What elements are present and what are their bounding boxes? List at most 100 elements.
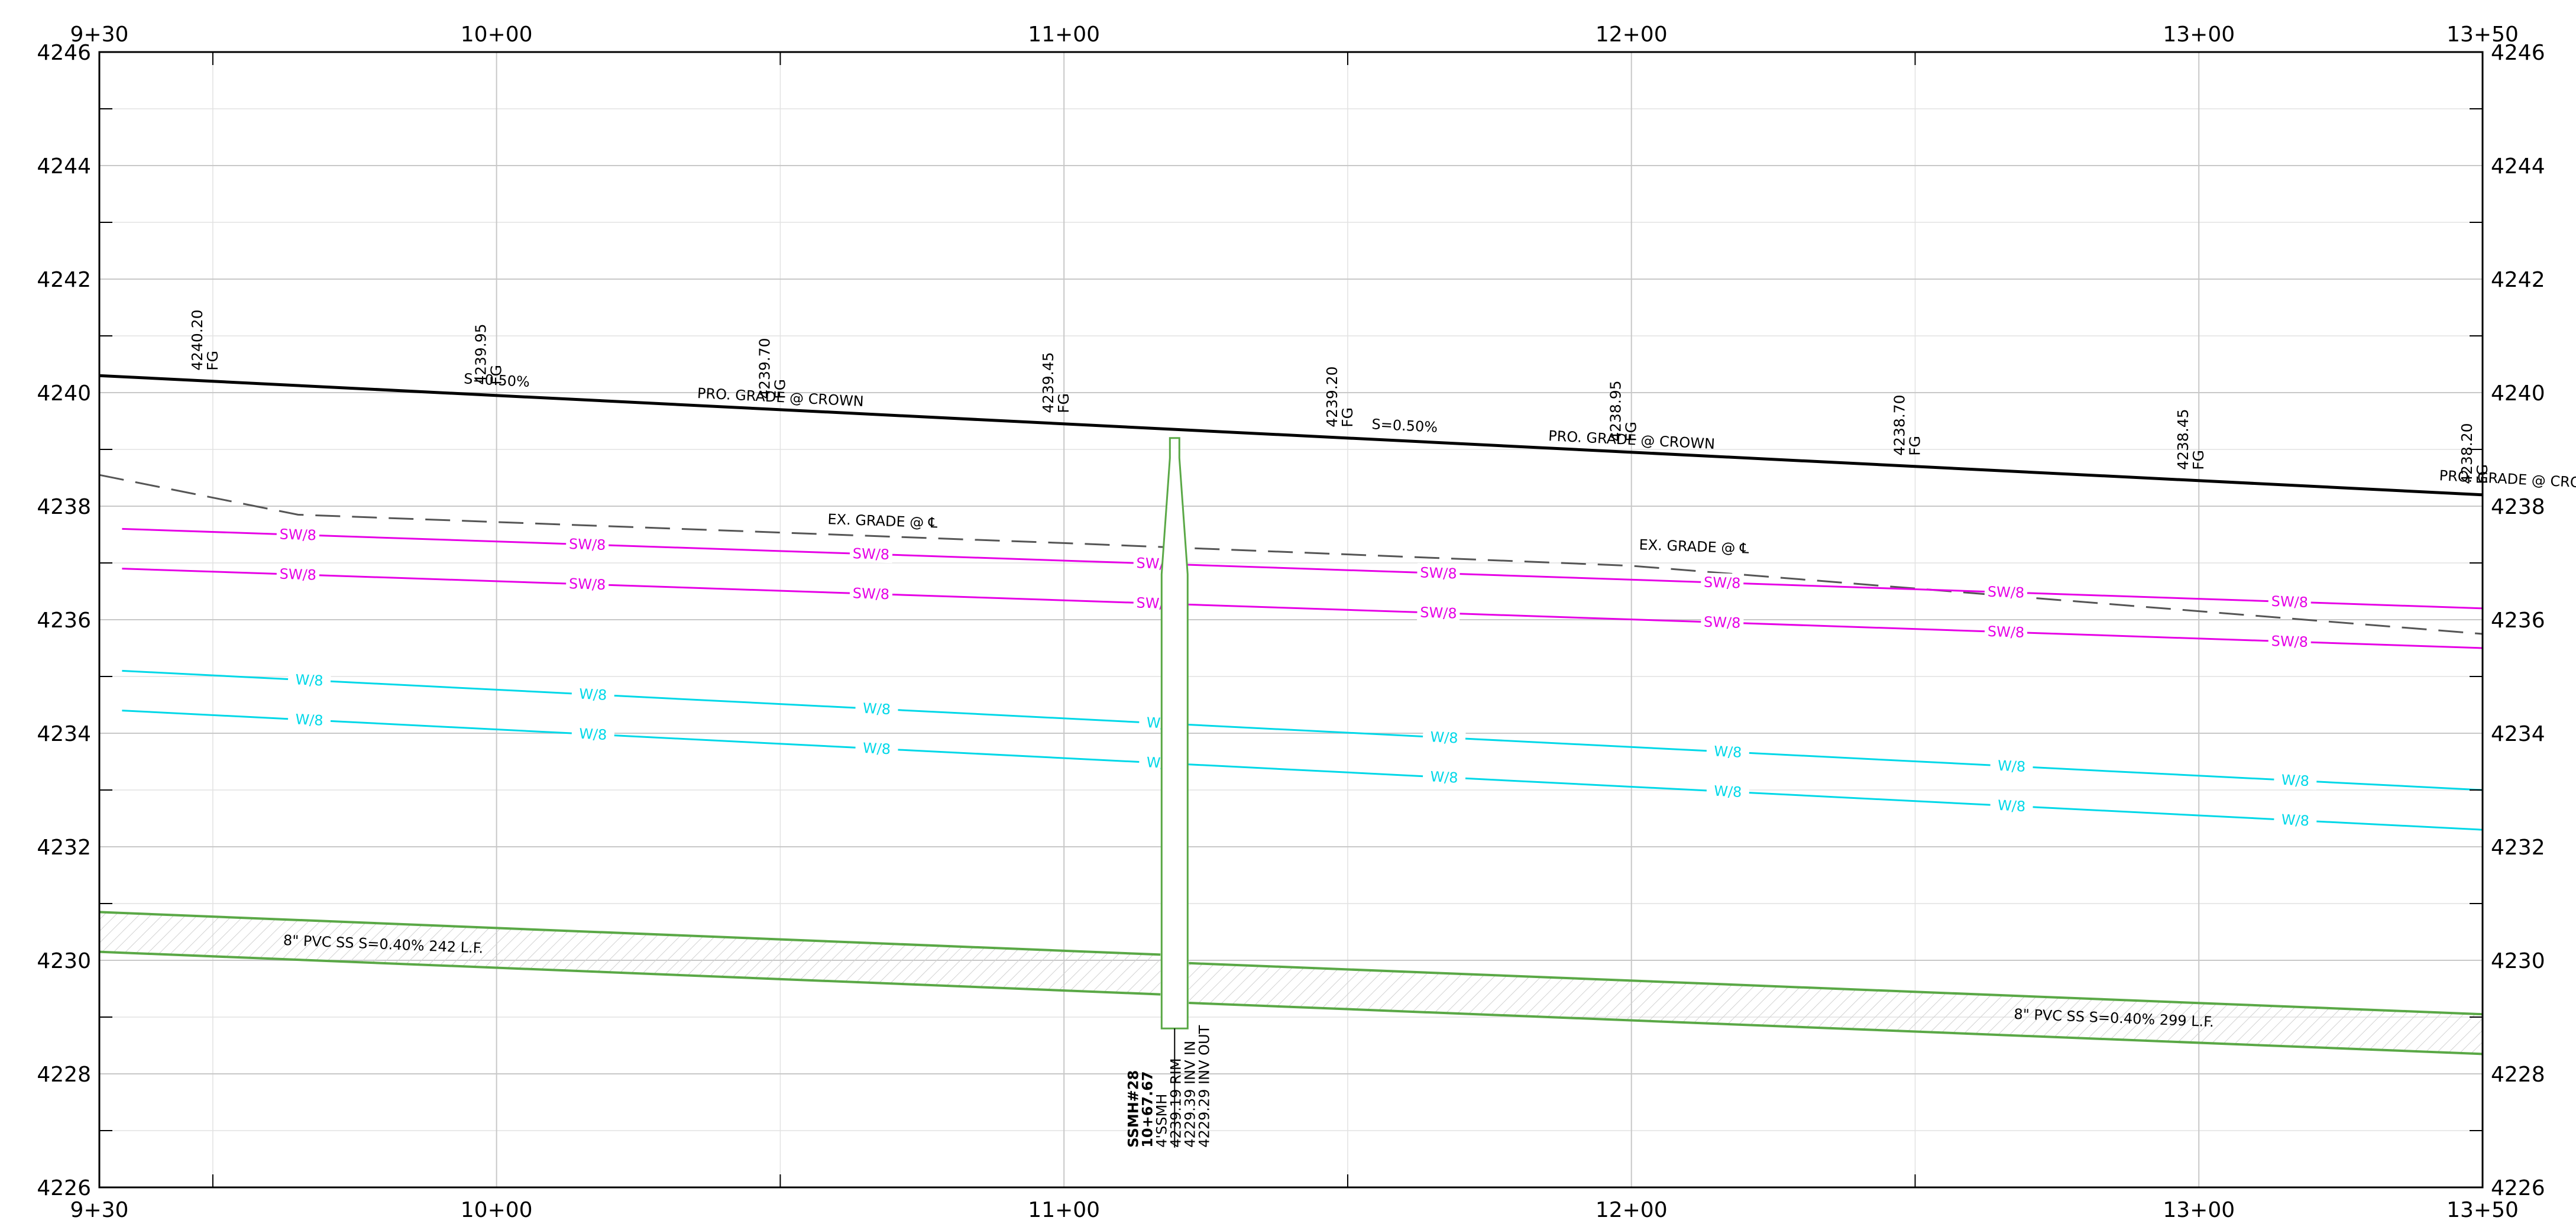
finish-grade-value: 4239.95	[473, 323, 490, 384]
storm-drain-label-mask	[1700, 612, 1744, 632]
storm-drain-line	[122, 527, 2483, 610]
finish-grade-value: 4238.20	[2458, 423, 2475, 484]
y-tick-label-right: 4234	[2491, 722, 2545, 746]
storm-drain-label-mask	[2268, 631, 2312, 651]
storm-drain-label: SW/8	[569, 536, 606, 553]
water-main-label: W/8	[295, 671, 323, 689]
storm-drain-label-mask	[1984, 582, 2028, 601]
finish-grade-suffix: FG	[771, 379, 788, 399]
x-tick-label-bottom: 10+00	[461, 1198, 533, 1222]
storm-drain-label-mask	[849, 584, 893, 603]
y-tick-label-left: 4242	[37, 268, 91, 292]
storm-drain-label-mask	[849, 543, 893, 564]
water-main-label-mask	[287, 709, 331, 730]
x-tick-label-bottom: 13+50	[2446, 1198, 2519, 1222]
grade-layer	[99, 374, 2483, 635]
finish-grade-suffix: FG	[1055, 393, 1072, 413]
water-main-label-mask	[2273, 770, 2318, 790]
y-tick-label-left: 4246	[37, 41, 91, 65]
manhole-label: SSMH#28	[1125, 1070, 1141, 1148]
x-tick-label-top: 13+50	[2446, 22, 2519, 47]
proposed-grade-slope-label: S=0.50%	[464, 370, 530, 390]
proposed-grade-slope-label: S=0.50%	[1371, 416, 1438, 436]
storm-drain-label: SW/8	[569, 575, 606, 593]
sewer-pipe-bottom	[1189, 1002, 2483, 1056]
storm-drain-label-mask	[1417, 603, 1460, 622]
finish-grade-suffix: FG	[1623, 422, 1640, 442]
manhole-layer	[1160, 437, 1189, 1148]
water-main-label-mask	[571, 724, 615, 744]
finish-grade-suffix: FG	[204, 351, 221, 371]
existing-grade-label: EX. GRADE @ ℄	[827, 511, 938, 531]
storm-drain-label-mask	[565, 574, 609, 594]
water-main-label: W/8	[2281, 772, 2309, 789]
y-tick-label-left: 4236	[37, 608, 91, 633]
water-main-label: W/8	[1997, 797, 2025, 815]
storm-drain-line	[122, 568, 2483, 649]
storm-drain-label: SW/8	[279, 566, 316, 584]
water-main-label: W/8	[862, 700, 891, 718]
water-main-label-mask	[571, 684, 615, 704]
x-tick-label-top: 11+00	[1028, 22, 1100, 47]
manhole-label: 4'SSMH	[1153, 1094, 1170, 1148]
sewer-pipe-bottom	[99, 950, 1161, 996]
water-main-label-mask	[1706, 781, 1750, 801]
water-main-label-mask	[855, 738, 899, 758]
x-tick-label-bottom: 12+00	[1596, 1198, 1668, 1222]
storm-drain-label: SW/8	[1987, 584, 2024, 601]
manhole-outline	[1160, 437, 1189, 1029]
water-main-line	[122, 669, 2483, 791]
manhole-label: 4229.29 INV OUT	[1196, 1025, 1212, 1147]
sewer-pipe-top	[1189, 961, 2483, 1016]
proposed-grade-line	[99, 374, 2483, 497]
finish-grade-value: 4240.20	[189, 309, 206, 370]
storm-drain-label: SW/8	[1987, 623, 2024, 641]
water-main-label-mask	[1989, 795, 2034, 815]
y-tick-label-left: 4234	[37, 722, 91, 746]
water-main-line	[122, 710, 2483, 831]
finish-grade-value: 4238.70	[1891, 394, 1908, 455]
storm-drain-label: SW/8	[852, 585, 889, 603]
y-tick-label-right: 4232	[2491, 836, 2545, 860]
x-tick-label-top: 12+00	[1596, 22, 1668, 47]
existing-grade-line	[99, 474, 2483, 635]
y-tick-label-left: 4238	[37, 495, 91, 519]
y-tick-label-right: 4226	[2491, 1176, 2545, 1200]
water-main-label: W/8	[1430, 729, 1458, 746]
manhole-label: 4229.39 INV IN	[1182, 1041, 1198, 1148]
x-tick-label-top: 9+30	[70, 22, 129, 47]
label-layer: 8" PVC SS S=0.40% 242 L.F.8" PVC SS S=0.…	[189, 309, 2576, 1147]
water-main-label-mask	[1422, 727, 1466, 747]
storm-drain-label: SW/8	[279, 526, 316, 543]
storm-drain-label: SW/8	[1420, 604, 1457, 622]
manhole-label: 10+67.67	[1139, 1071, 1156, 1147]
y-tick-label-left: 4228	[37, 1063, 91, 1087]
existing-grade-label: EX. GRADE @ ℄	[1639, 536, 1749, 556]
water-main-label-mask	[2273, 810, 2318, 830]
finish-grade-suffix: FG	[2190, 450, 2207, 470]
finish-grade-suffix: FG	[1339, 407, 1356, 428]
finish-grade-value: 4238.95	[1607, 380, 1624, 441]
sewer-pipe-hatch	[1189, 963, 2483, 1054]
sewer-layer	[99, 911, 2483, 1056]
water-main-label: W/8	[1714, 743, 1742, 760]
storm-drain-label-mask	[276, 564, 320, 584]
sewer-pipe-top	[99, 911, 1161, 956]
water-main-label-mask	[1706, 741, 1750, 762]
storm-drain-label-mask	[1984, 621, 2028, 642]
storm-drain-label: SW/8	[2271, 633, 2308, 650]
storm-drain-label-mask	[276, 525, 320, 544]
y-tick-label-right: 4242	[2491, 268, 2545, 292]
water-main-label-mask	[855, 698, 899, 718]
utility-layer: SW/8 SW/8 SW/8 SW/8 SW/8 SW/8 SW/8 SW/8 SW/8 SW/8…	[122, 525, 2483, 831]
y-tick-label-left: 4226	[37, 1176, 91, 1200]
finish-grade-value: 4239.20	[1323, 366, 1341, 427]
storm-drain-label: SW/8	[1704, 614, 1741, 632]
